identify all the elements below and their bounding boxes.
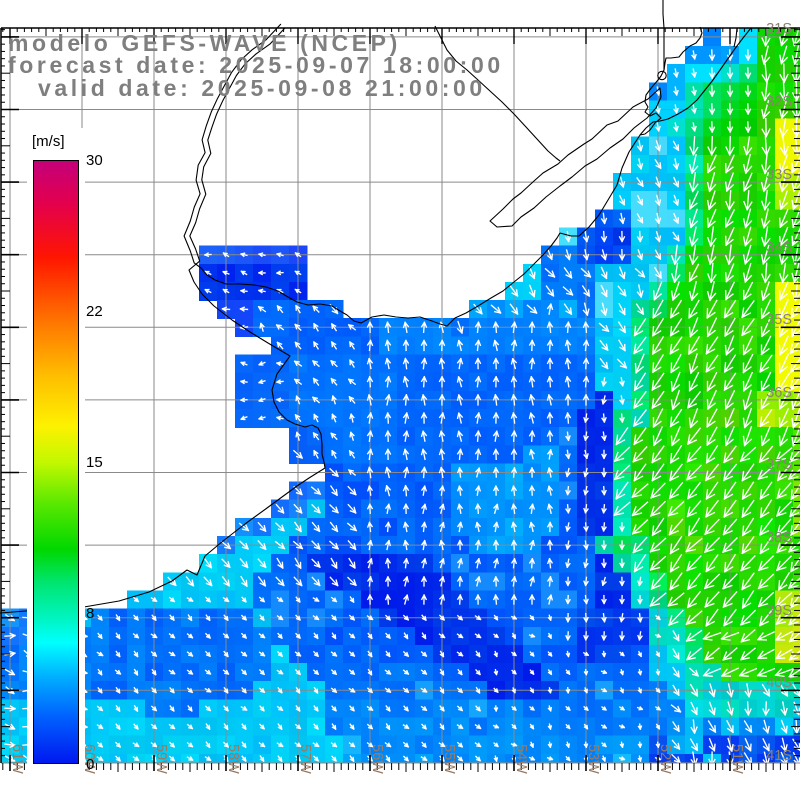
svg-text:35S: 35S bbox=[766, 312, 792, 328]
svg-text:31S: 31S bbox=[766, 21, 792, 37]
svg-text:51W: 51W bbox=[729, 744, 745, 774]
svg-text:40S: 40S bbox=[766, 675, 792, 691]
svg-text:55W: 55W bbox=[441, 744, 457, 774]
svg-text:60W: 60W bbox=[81, 744, 97, 774]
svg-text:36S: 36S bbox=[766, 385, 792, 401]
svg-text:53W: 53W bbox=[585, 744, 601, 774]
svg-text:54W: 54W bbox=[513, 744, 529, 774]
svg-text:39S: 39S bbox=[766, 603, 792, 619]
svg-text:56W: 56W bbox=[369, 744, 385, 774]
svg-text:57W: 57W bbox=[297, 744, 313, 774]
svg-text:34S: 34S bbox=[766, 240, 792, 256]
svg-text:58W: 58W bbox=[225, 744, 241, 774]
svg-text:52W: 52W bbox=[657, 744, 673, 774]
svg-text:37S: 37S bbox=[766, 457, 792, 473]
svg-text:33S: 33S bbox=[766, 167, 792, 183]
svg-text:32S: 32S bbox=[766, 94, 792, 110]
svg-text:38S: 38S bbox=[766, 530, 792, 546]
svg-text:41S: 41S bbox=[766, 748, 792, 764]
svg-text:59W: 59W bbox=[153, 744, 169, 774]
svg-text:61W: 61W bbox=[9, 744, 25, 774]
